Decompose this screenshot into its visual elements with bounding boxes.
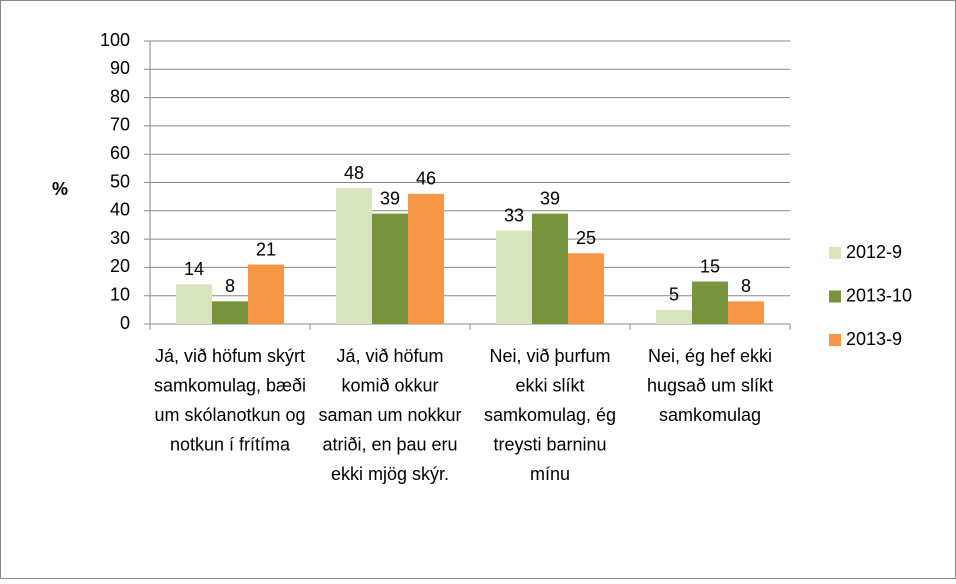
y-tick-label: 80 [110, 86, 130, 106]
y-tick-label: 10 [110, 284, 130, 304]
bar [692, 281, 728, 324]
data-label: 39 [380, 188, 400, 208]
y-tick-label: 0 [120, 313, 130, 333]
bar [248, 264, 284, 324]
bar [496, 230, 532, 324]
data-label: 46 [416, 169, 436, 189]
bar [336, 188, 372, 324]
y-tick-label: 50 [110, 171, 130, 191]
legend-swatch [829, 247, 841, 259]
y-tick-label: 30 [110, 228, 130, 248]
bar [532, 213, 568, 324]
data-label: 39 [540, 188, 560, 208]
y-tick-label: 70 [110, 115, 130, 135]
legend-label: 2013-9 [846, 329, 902, 349]
bar [728, 301, 764, 324]
x-tick-label: Nei, ég hef ekki hugsað um slíkt samkomula… [647, 346, 773, 425]
bar [372, 213, 408, 324]
x-tick-label: Já, við höfum komið okkur saman um nokkur a… [318, 346, 461, 484]
data-label: 8 [741, 276, 751, 296]
y-tick-label: 40 [110, 200, 130, 220]
data-label: 33 [504, 205, 524, 225]
legend-label: 2012-9 [846, 242, 902, 262]
bar [568, 253, 604, 324]
data-label: 8 [225, 276, 235, 296]
bar [212, 301, 248, 324]
y-tick-label: 20 [110, 256, 130, 276]
data-label: 14 [184, 259, 204, 279]
data-label: 15 [700, 256, 720, 276]
y-tick-label: 90 [110, 58, 130, 78]
y-tick-label: 60 [110, 143, 130, 163]
data-label: 5 [669, 285, 679, 305]
data-label: 25 [576, 228, 596, 248]
y-axis-label: % [52, 179, 68, 199]
y-tick-label: 100 [100, 30, 130, 50]
legend-label: 2013-10 [846, 285, 912, 305]
x-tick-label: Já, við höfum skýrt samkomulag, bæði um sk… [154, 346, 306, 455]
x-tick-label: Nei, við þurfum ekki slíkt samkomulag, ég t… [484, 346, 616, 484]
legend-swatch [829, 290, 841, 303]
legend-swatch [829, 334, 841, 346]
bar [408, 193, 444, 324]
bar [176, 284, 212, 324]
bar [656, 309, 692, 324]
data-label: 48 [344, 163, 364, 183]
data-label: 21 [256, 239, 276, 259]
